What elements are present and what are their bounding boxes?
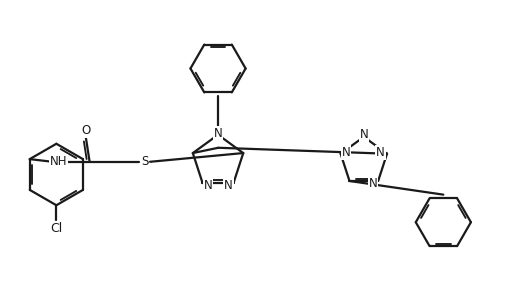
Text: NH: NH <box>50 155 68 168</box>
Text: N: N <box>360 128 368 141</box>
Text: O: O <box>81 124 90 137</box>
Text: N: N <box>204 179 212 192</box>
Text: N: N <box>341 146 350 159</box>
Text: N: N <box>224 179 233 192</box>
Text: S: S <box>141 155 148 168</box>
Text: N: N <box>369 177 377 190</box>
Text: N: N <box>214 127 222 140</box>
Text: Cl: Cl <box>50 221 63 234</box>
Text: N: N <box>376 146 385 159</box>
